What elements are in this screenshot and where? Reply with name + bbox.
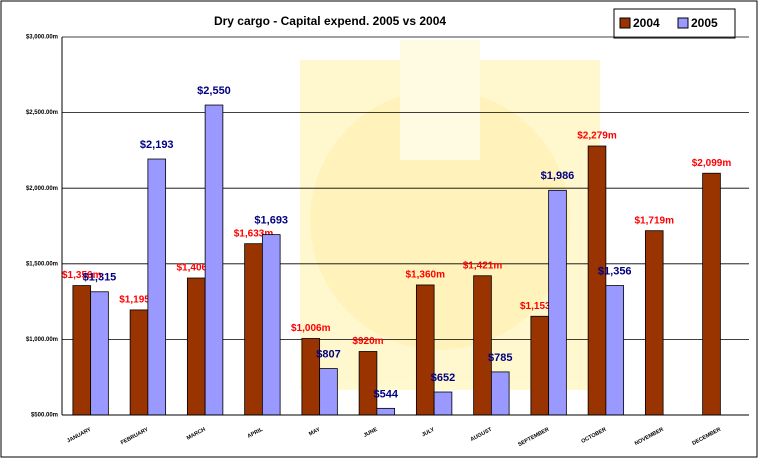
bar	[261, 234, 281, 416]
y-tick-label: $1,500.00m	[26, 261, 58, 267]
data-label: $1,153m	[520, 301, 560, 312]
data-label: $1,693	[254, 215, 288, 227]
y-tick-label: $500.00m	[31, 413, 58, 419]
legend-swatch	[677, 17, 689, 29]
data-label: $1,719m	[635, 215, 675, 226]
data-label: $1,356	[598, 265, 632, 277]
bar	[244, 243, 263, 416]
data-label: $2,193	[140, 139, 174, 151]
bar	[186, 277, 206, 416]
data-label: $1,006m	[291, 323, 331, 334]
data-label: $1,986	[541, 170, 575, 182]
legend-swatch	[619, 17, 631, 29]
chart-title: Dry cargo - Capital expend. 2005 vs 2004	[214, 14, 446, 28]
y-tick-label: $3,000.00m	[26, 35, 58, 41]
bar	[319, 368, 338, 416]
y-tick-label: $1,000.00m	[26, 337, 58, 343]
data-label: $807	[316, 348, 340, 360]
bar	[129, 309, 149, 416]
data-label: $1,360m	[406, 270, 446, 281]
bar	[530, 315, 550, 416]
data-label: $1,195m	[119, 295, 159, 306]
y-tick-label: $2,000.00m	[26, 186, 58, 192]
bar	[72, 285, 92, 416]
data-label: $2,099m	[692, 158, 732, 169]
data-label: $785	[488, 352, 512, 364]
watermark	[300, 40, 600, 390]
legend: 2004 2005	[613, 8, 736, 39]
bar	[490, 371, 510, 416]
bar	[702, 172, 721, 416]
bar	[90, 291, 109, 416]
bar	[548, 189, 567, 416]
x-tick-label: MAY	[308, 427, 321, 438]
bar	[433, 391, 453, 416]
data-label: $1,356m	[62, 270, 102, 281]
bar	[204, 104, 224, 416]
data-label: $544	[374, 388, 399, 400]
bar	[147, 158, 167, 416]
x-tick-label: JULY	[421, 427, 436, 439]
data-label: $1,315	[83, 272, 117, 284]
data-label: $1,633m	[234, 228, 274, 239]
bar	[473, 275, 492, 416]
data-label: $920m	[352, 336, 383, 347]
data-label: $1,421m	[463, 260, 503, 271]
y-tick-label: $2,500.00m	[26, 110, 58, 116]
bar	[644, 230, 664, 416]
bar	[587, 145, 607, 416]
data-label: $1,406m	[177, 263, 217, 274]
legend-label: 2005	[691, 16, 718, 30]
data-label: $652	[431, 372, 455, 384]
bar	[415, 284, 435, 416]
bar	[605, 285, 625, 416]
data-label: $2,550	[197, 85, 231, 97]
bar	[358, 351, 378, 416]
data-label: $2,279m	[577, 131, 617, 142]
legend-label: 2004	[633, 16, 660, 30]
bar	[376, 407, 396, 416]
